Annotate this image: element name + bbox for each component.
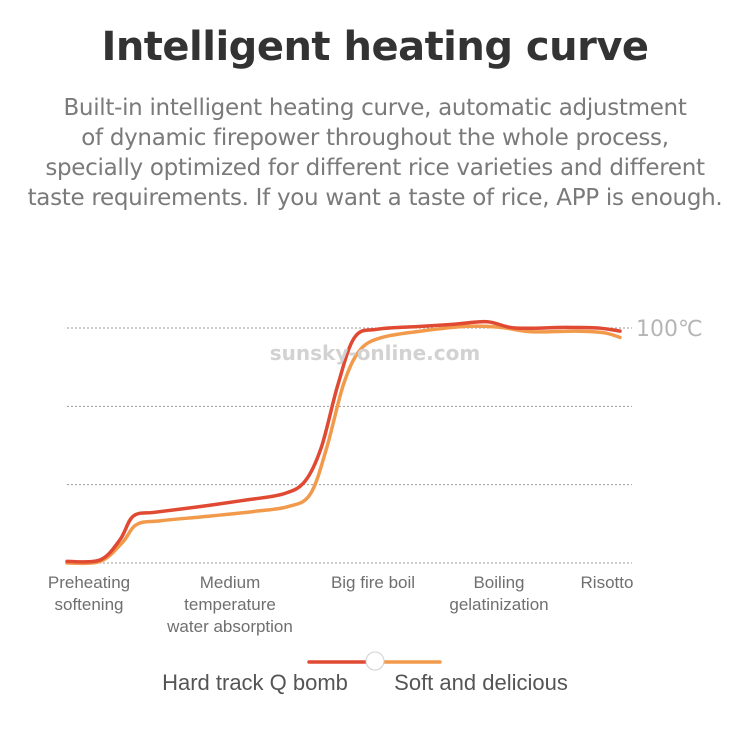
category-label-line: softening (55, 595, 124, 614)
category-label-line: temperature (184, 595, 276, 614)
category-label-line: gelatinization (449, 595, 548, 614)
description-line: specially optimized for different rice v… (45, 155, 705, 181)
legend: Hard track Q bomb Soft and delicious (162, 651, 568, 695)
category-label-line: Big fire boil (331, 573, 415, 592)
description-line: taste requirements. If you want a taste … (27, 185, 723, 211)
watermark: sunsky-online.com (270, 341, 480, 365)
description: Built-in intelligent heating curve, auto… (0, 93, 750, 213)
legend-label-soft: Soft and delicious (394, 670, 568, 695)
category-label: Risotto (581, 573, 634, 592)
legend-knob (365, 651, 385, 671)
series-line-hard (65, 319, 622, 564)
category-label-line: Boiling (473, 573, 524, 592)
description-line: Built-in intelligent heating curve, auto… (63, 95, 687, 121)
series-line-soft (65, 324, 622, 566)
category-label-line: Risotto (581, 573, 634, 592)
page-title: Intelligent heating curve (101, 24, 649, 70)
category-label: Boiling gelatinization (449, 573, 548, 614)
category-label-line: water absorption (166, 617, 293, 636)
description-line: of dynamic firepower throughout the whol… (81, 125, 669, 151)
category-label: Big fire boil (331, 573, 415, 592)
chart-labels: 100℃ sunsky-online.com Preheating softening… (48, 317, 703, 636)
category-label: Preheating softening (48, 573, 130, 614)
series-lines (65, 319, 622, 566)
category-label: Medium temperature water absorption (166, 573, 293, 636)
category-label-line: Preheating (48, 573, 130, 592)
legend-label-hard: Hard track Q bomb (162, 670, 348, 695)
reference-label: 100℃ (636, 317, 703, 342)
category-label-line: Medium (200, 573, 260, 592)
